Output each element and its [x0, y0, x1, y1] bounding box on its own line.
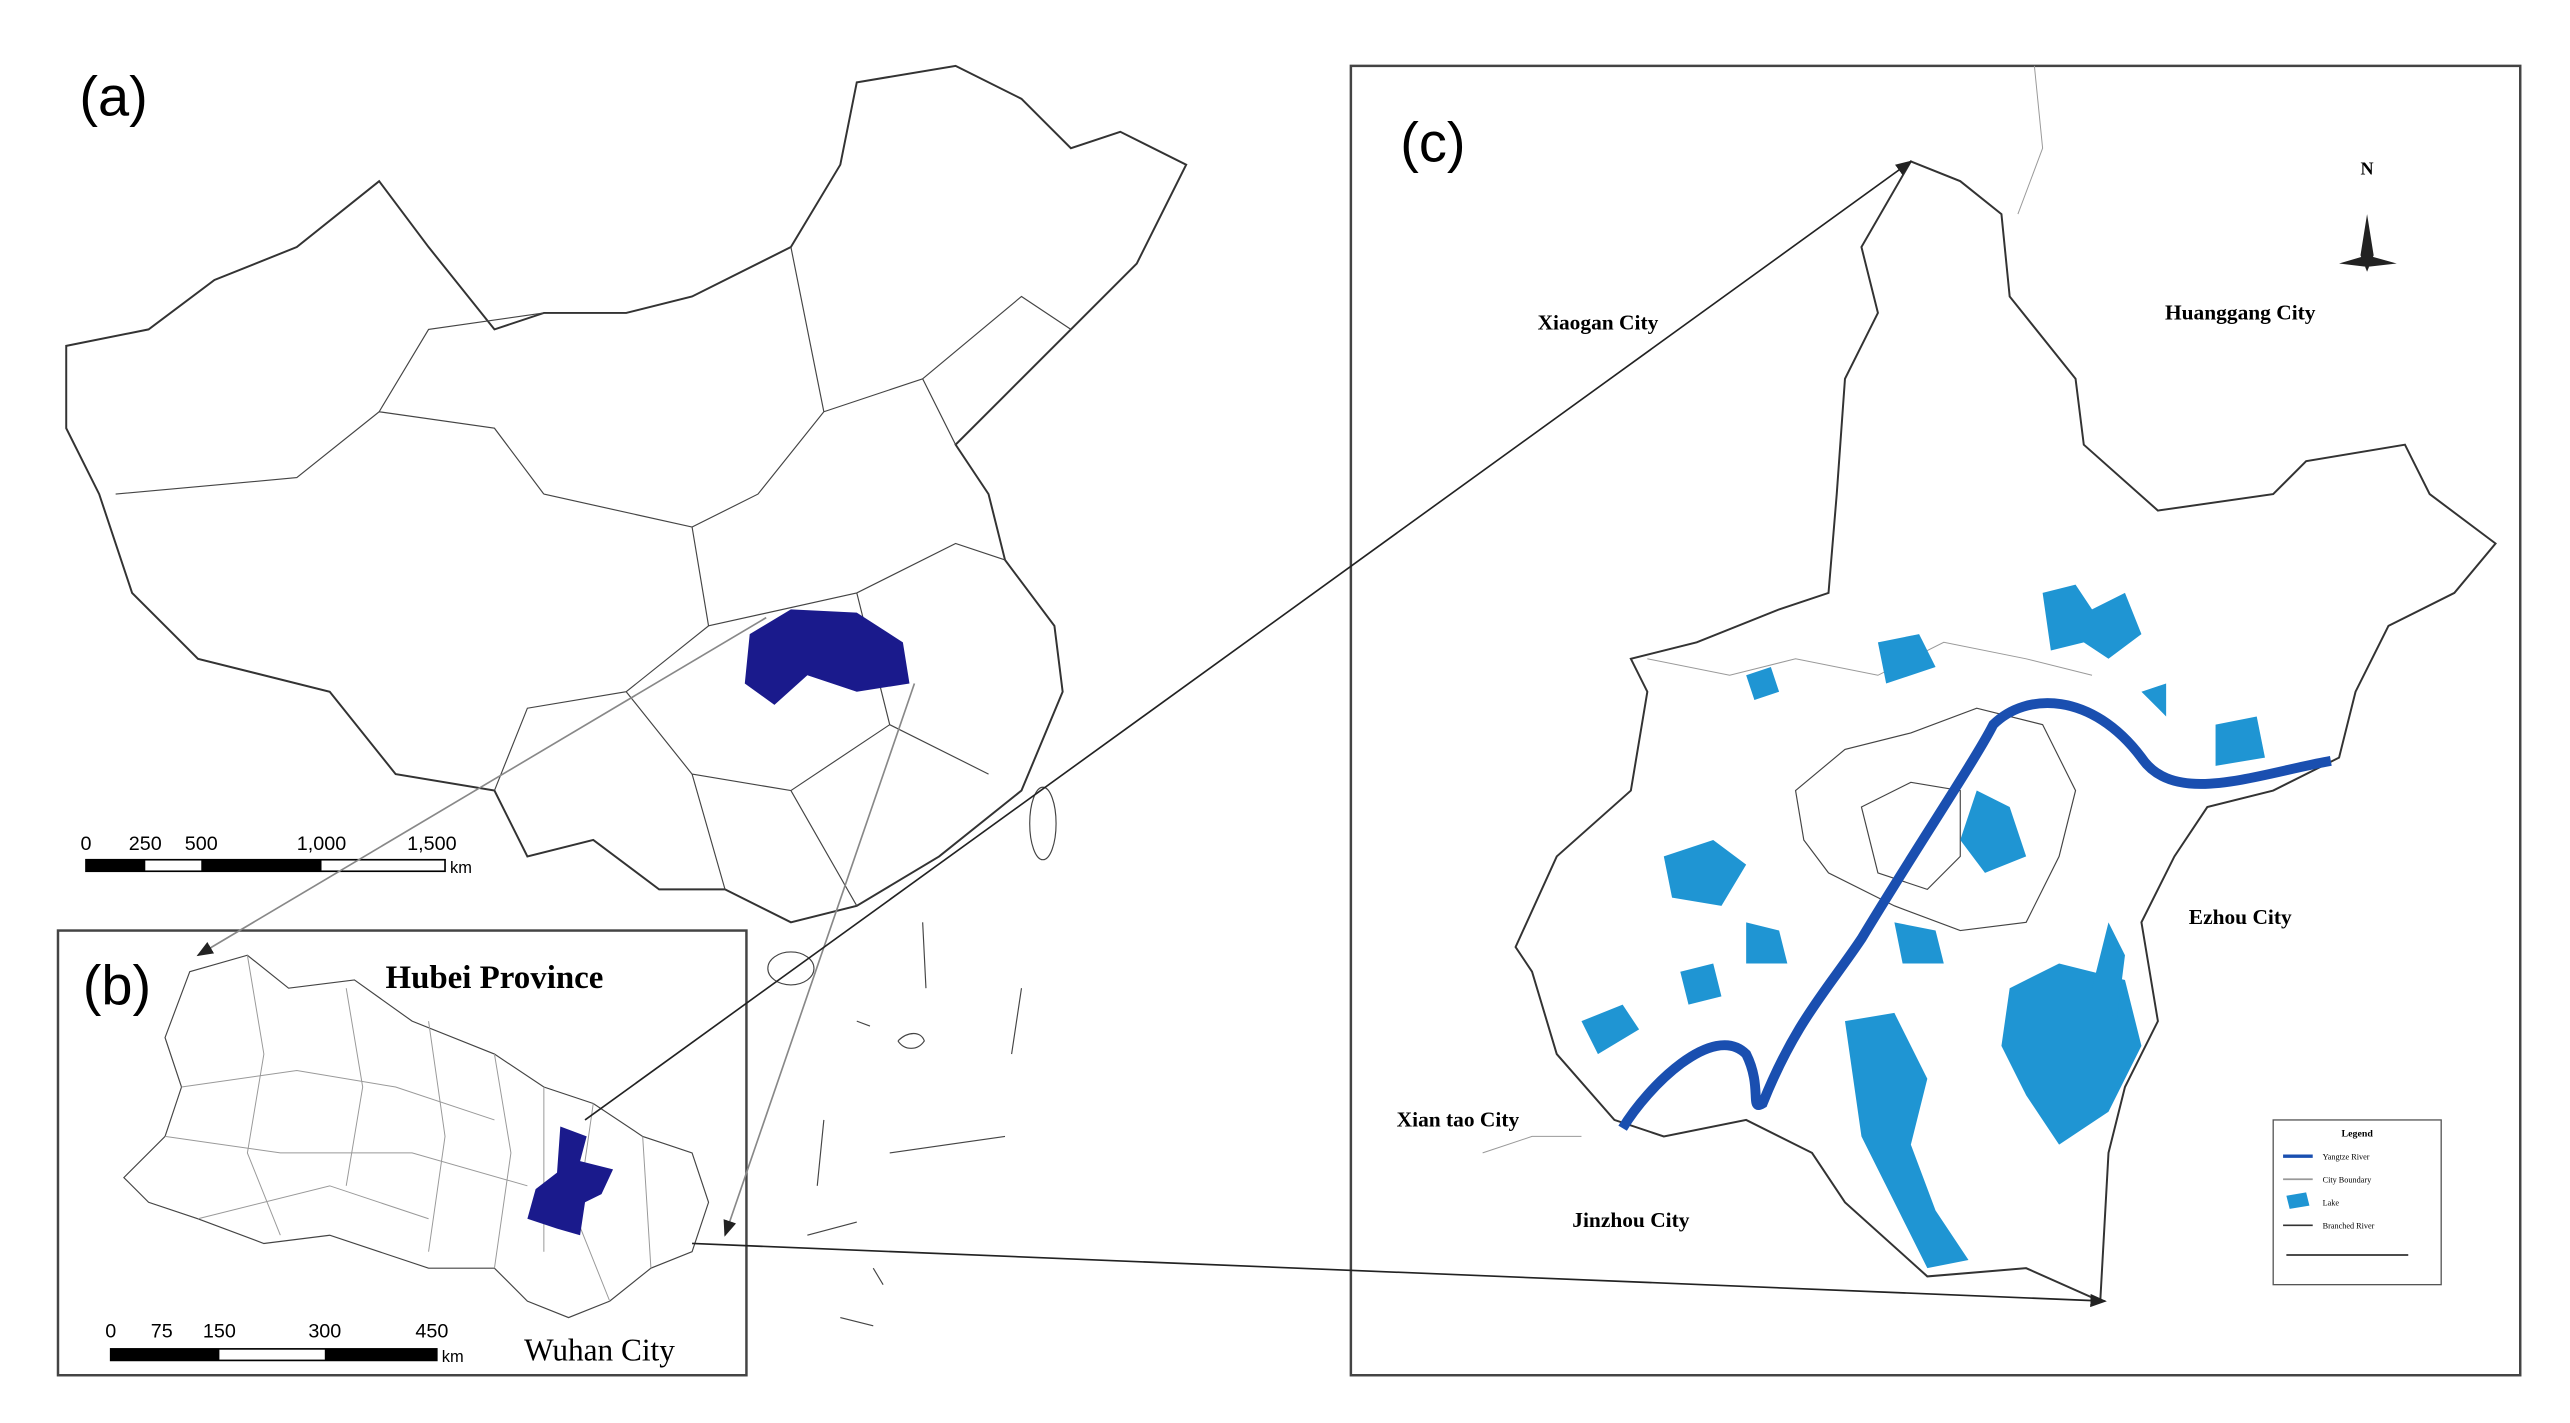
- connector-arrows: [196, 160, 2107, 1308]
- city-label: Xian tao City: [1397, 1108, 1520, 1132]
- scale-label: 1,000: [297, 833, 346, 855]
- north-arrow: N: [2339, 159, 2397, 272]
- scale-label: 0: [105, 1320, 116, 1342]
- hubei-highlight: [744, 609, 910, 705]
- legend-item: Lake: [2323, 1199, 2340, 1208]
- panel-b-frame: [56, 929, 748, 1377]
- scale-label: 250: [129, 833, 162, 855]
- panel-c-frame: [1349, 64, 2522, 1377]
- city-label: Jinzhou City: [1572, 1208, 1689, 1232]
- scale-label: 1,500: [407, 833, 456, 855]
- north-label: N: [2361, 159, 2374, 179]
- scale-bar-b: 0 75 150 300 450 km: [105, 1320, 463, 1366]
- city-label: Ezhou City: [2189, 905, 2292, 929]
- scale-unit: km: [450, 859, 472, 877]
- yangtze-river: [1618, 698, 2332, 1131]
- hubei-map: [123, 954, 710, 1319]
- scale-label: 300: [308, 1320, 341, 1342]
- china-map: [65, 64, 1188, 1327]
- scale-label: 0: [80, 833, 91, 855]
- panel-label: (a): [79, 64, 147, 127]
- legend-item: City Boundary: [2323, 1176, 2373, 1185]
- panel-label: (c): [1400, 110, 1465, 173]
- city-label: Huanggang City: [2165, 301, 2316, 325]
- scale-unit: km: [442, 1348, 464, 1366]
- province-title: Hubei Province: [385, 960, 603, 996]
- scale-label: 150: [203, 1320, 236, 1342]
- city-label: Xiaogan City: [1538, 310, 1659, 334]
- legend-title: Legend: [2342, 1128, 2374, 1139]
- scale-label: 450: [415, 1320, 448, 1342]
- wuhan-map: [1482, 65, 2497, 1303]
- scale-bar-a: 0 250 500 1,000 1,500 km: [80, 833, 471, 877]
- legend-item: Branched River: [2323, 1222, 2375, 1231]
- wuhan-highlight: [527, 1126, 614, 1236]
- scale-label: 500: [185, 833, 218, 855]
- scale-label: 75: [151, 1320, 173, 1342]
- city-label: Wuhan City: [524, 1332, 675, 1367]
- legend-item: Yangtze River: [2323, 1152, 2370, 1161]
- legend: Legend Yangtze River City Boundary Lake …: [2272, 1119, 2442, 1286]
- panel-label: (b): [83, 954, 151, 1017]
